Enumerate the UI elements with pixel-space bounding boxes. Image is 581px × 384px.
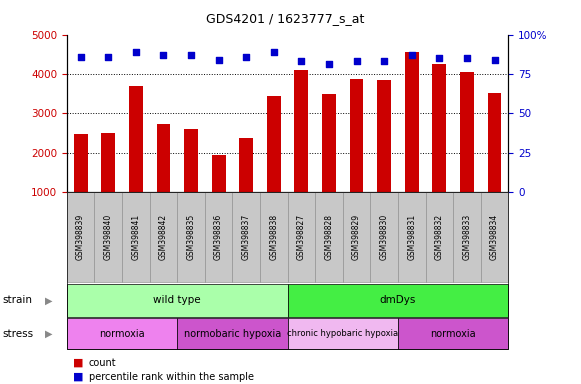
Text: GSM398835: GSM398835: [187, 214, 195, 260]
Text: wild type: wild type: [153, 295, 201, 306]
Text: GSM398841: GSM398841: [131, 214, 140, 260]
Bar: [487, 93, 501, 192]
Text: percentile rank within the sample: percentile rank within the sample: [89, 372, 254, 382]
Point: [490, 57, 499, 63]
Point: [242, 53, 251, 60]
Text: dmDys: dmDys: [380, 295, 416, 306]
Text: GSM398842: GSM398842: [159, 214, 168, 260]
Bar: [432, 65, 446, 192]
Bar: [377, 80, 391, 192]
Bar: [156, 124, 170, 192]
Text: ■: ■: [73, 358, 83, 368]
Text: ▶: ▶: [45, 295, 52, 306]
Text: ▶: ▶: [45, 329, 52, 339]
Text: GSM398829: GSM398829: [352, 214, 361, 260]
Bar: [211, 155, 225, 192]
Text: ■: ■: [73, 372, 83, 382]
Point: [159, 52, 168, 58]
Point: [379, 58, 389, 65]
Text: GSM398831: GSM398831: [407, 214, 416, 260]
Text: GSM398834: GSM398834: [490, 214, 499, 260]
Text: GSM398828: GSM398828: [325, 214, 333, 260]
Text: chronic hypobaric hypoxia: chronic hypobaric hypoxia: [287, 329, 399, 338]
Text: normoxia: normoxia: [431, 329, 476, 339]
Point: [435, 55, 444, 61]
Bar: [460, 72, 474, 192]
Text: GSM398839: GSM398839: [76, 214, 85, 260]
Text: GSM398833: GSM398833: [462, 214, 471, 260]
Bar: [74, 134, 88, 192]
Bar: [239, 138, 253, 192]
Text: normoxia: normoxia: [99, 329, 145, 339]
Text: count: count: [89, 358, 117, 368]
Text: GSM398830: GSM398830: [380, 214, 389, 260]
Text: GSM398832: GSM398832: [435, 214, 444, 260]
Point: [324, 61, 333, 68]
Text: GSM398838: GSM398838: [270, 214, 278, 260]
Point: [214, 57, 223, 63]
Point: [407, 52, 417, 58]
Bar: [322, 94, 336, 192]
Bar: [129, 86, 143, 192]
Point: [352, 58, 361, 65]
Text: GSM398840: GSM398840: [104, 214, 113, 260]
Bar: [295, 70, 309, 192]
Point: [131, 49, 141, 55]
Bar: [267, 96, 281, 192]
Text: stress: stress: [3, 329, 34, 339]
Point: [462, 55, 472, 61]
Point: [269, 49, 278, 55]
Point: [187, 52, 196, 58]
Bar: [101, 133, 115, 192]
Text: GSM398836: GSM398836: [214, 214, 223, 260]
Text: GSM398837: GSM398837: [242, 214, 250, 260]
Text: strain: strain: [3, 295, 33, 306]
Text: GSM398827: GSM398827: [297, 214, 306, 260]
Text: normobaric hypoxia: normobaric hypoxia: [184, 329, 281, 339]
Point: [76, 53, 85, 60]
Bar: [350, 79, 364, 192]
Point: [297, 58, 306, 65]
Point: [103, 53, 113, 60]
Text: GDS4201 / 1623777_s_at: GDS4201 / 1623777_s_at: [206, 12, 364, 25]
Bar: [184, 129, 198, 192]
Bar: [405, 52, 419, 192]
